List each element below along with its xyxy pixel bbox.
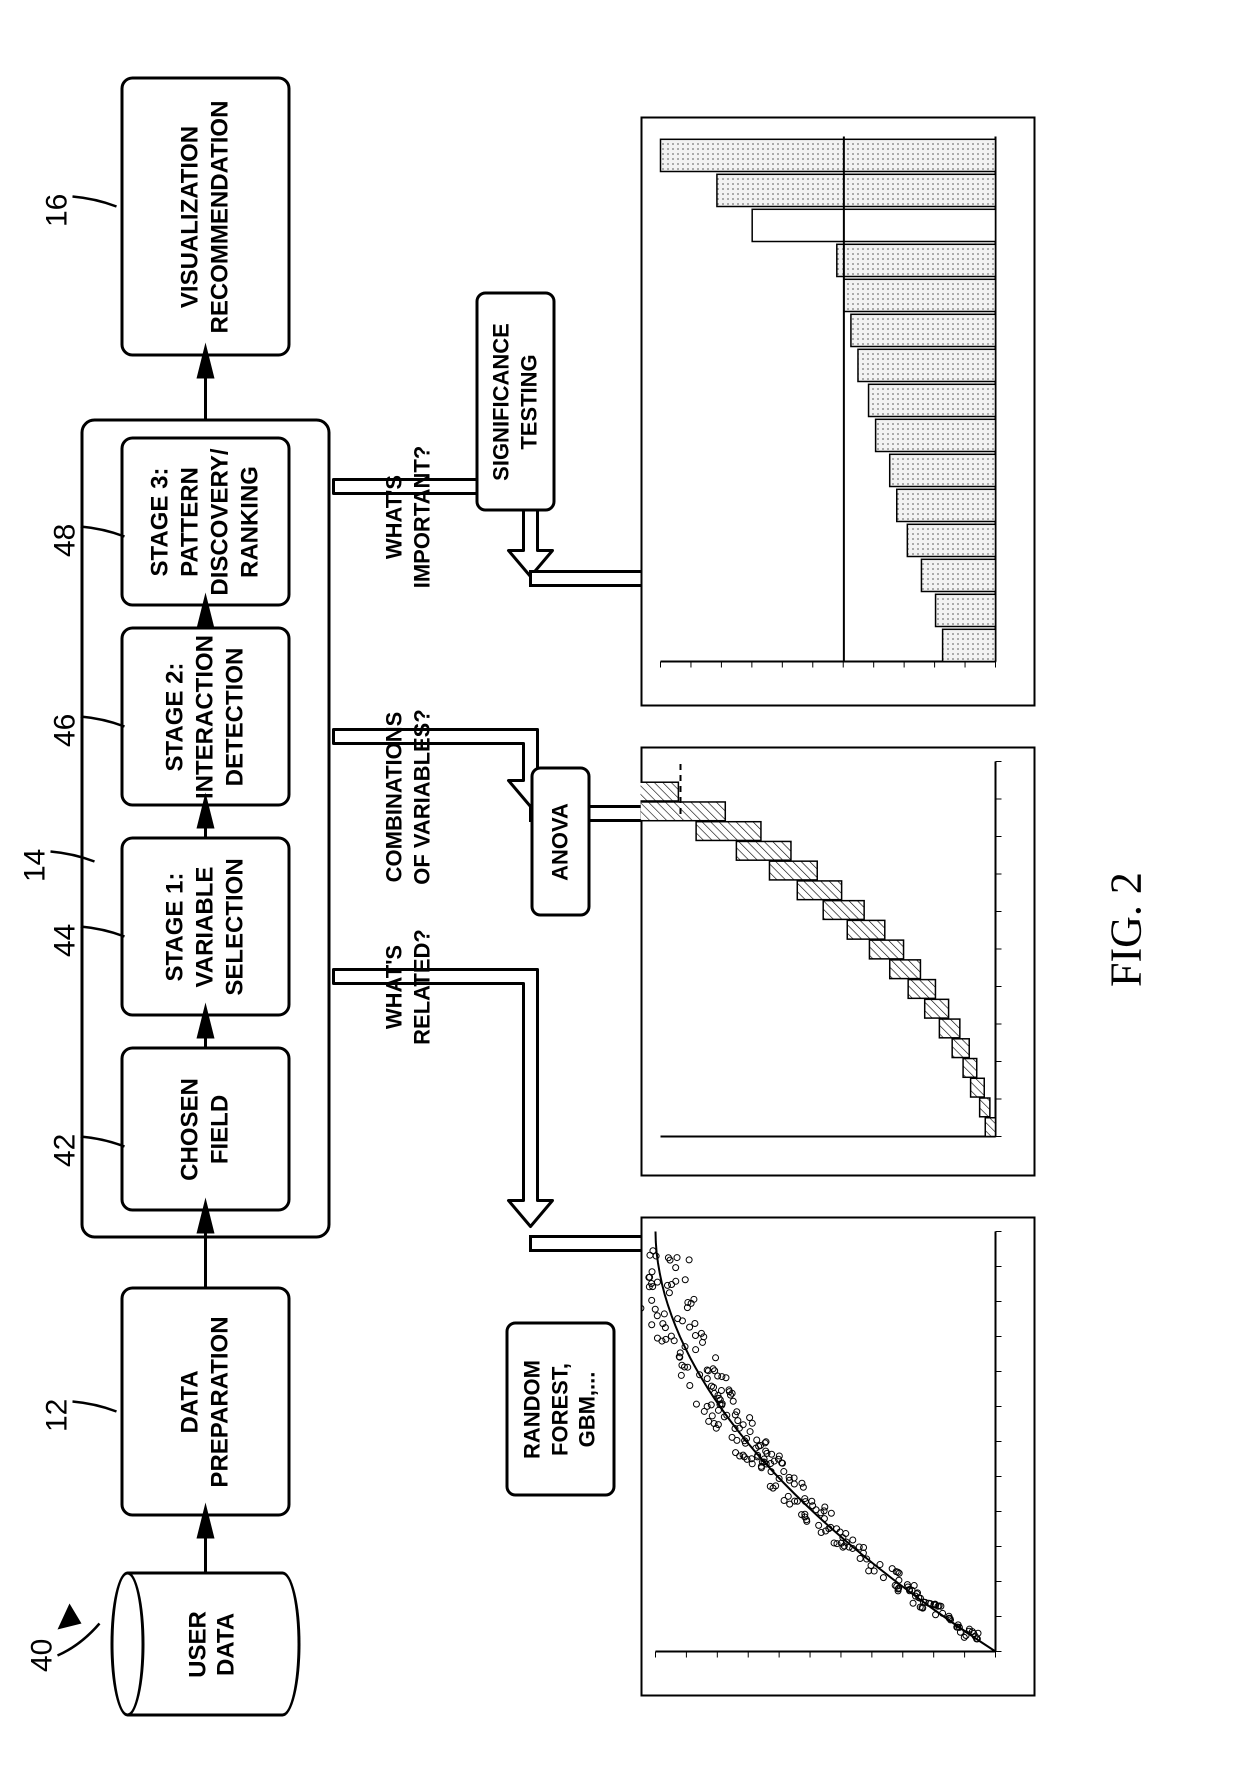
scatter-chart [640,1217,1035,1697]
arrow [191,1498,219,1577]
data-prep-label: DATAPREPARATION [175,1316,235,1487]
method-random-forest: RANDOMFOREST,GBM,... [505,1322,615,1497]
arrow [191,588,219,632]
visualization-recommendation-box: VISUALIZATIONRECOMMENDATION [120,77,290,357]
chosen-field-box-label: CHOSENFIELD [175,1078,235,1181]
user-data-cylinder: USERDATA [110,1572,300,1717]
user-data-label: USERDATA [184,1611,240,1678]
method-anova: ANOVA [530,767,590,917]
arrow [191,338,219,424]
waterfall-chart [640,747,1035,1177]
method-significance: SIGNIFICANCETESTING [475,292,555,512]
arrow [191,788,219,842]
viz-label: VISUALIZATIONRECOMMENDATION [175,101,235,334]
stage3-box-label: STAGE 3:PATTERNDISCOVERY/RANKING [145,448,265,595]
stage1-box-label: STAGE 1:VARIABLESELECTION [160,858,250,995]
significance-chart [640,117,1035,707]
question-related: WHAT'SRELATED? [380,877,437,1097]
question-combinations: COMBINATIONSOF VARIABLES? [380,687,437,907]
question-important: WHAT'SIMPORTANT? [380,407,437,627]
stage2-box-label: STAGE 2:INTERACTIONDETECTION [160,635,250,799]
arrow [191,998,219,1052]
stage3-box: STAGE 3:PATTERNDISCOVERY/RANKING [120,437,290,607]
stage1-box: STAGE 1:VARIABLESELECTION [120,837,290,1017]
stage2-box: STAGE 2:INTERACTIONDETECTION [120,627,290,807]
chosen-field-box: CHOSENFIELD [120,1047,290,1212]
figure-label: FIG. 2 [1100,872,1151,987]
arrow [191,1193,219,1292]
data-preparation-box: DATAPREPARATION [120,1287,290,1517]
